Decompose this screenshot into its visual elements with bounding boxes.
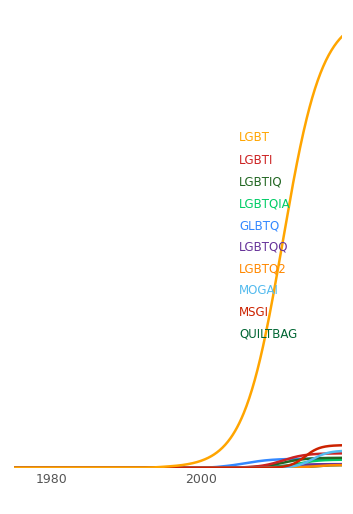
Text: MOGAI: MOGAI [239, 284, 279, 297]
Text: LGBTIQ: LGBTIQ [239, 175, 283, 188]
Text: LGBTQ2: LGBTQ2 [239, 262, 287, 275]
Text: GLBTQ: GLBTQ [239, 219, 279, 232]
Text: LGBTQIA: LGBTQIA [239, 197, 291, 211]
Text: LGBTI: LGBTI [239, 154, 273, 167]
Text: QUILTBAG: QUILTBAG [239, 327, 297, 340]
Text: LGBT: LGBT [239, 131, 270, 144]
Text: MSGI: MSGI [239, 306, 269, 319]
Text: LGBTQQ: LGBTQQ [239, 241, 288, 254]
